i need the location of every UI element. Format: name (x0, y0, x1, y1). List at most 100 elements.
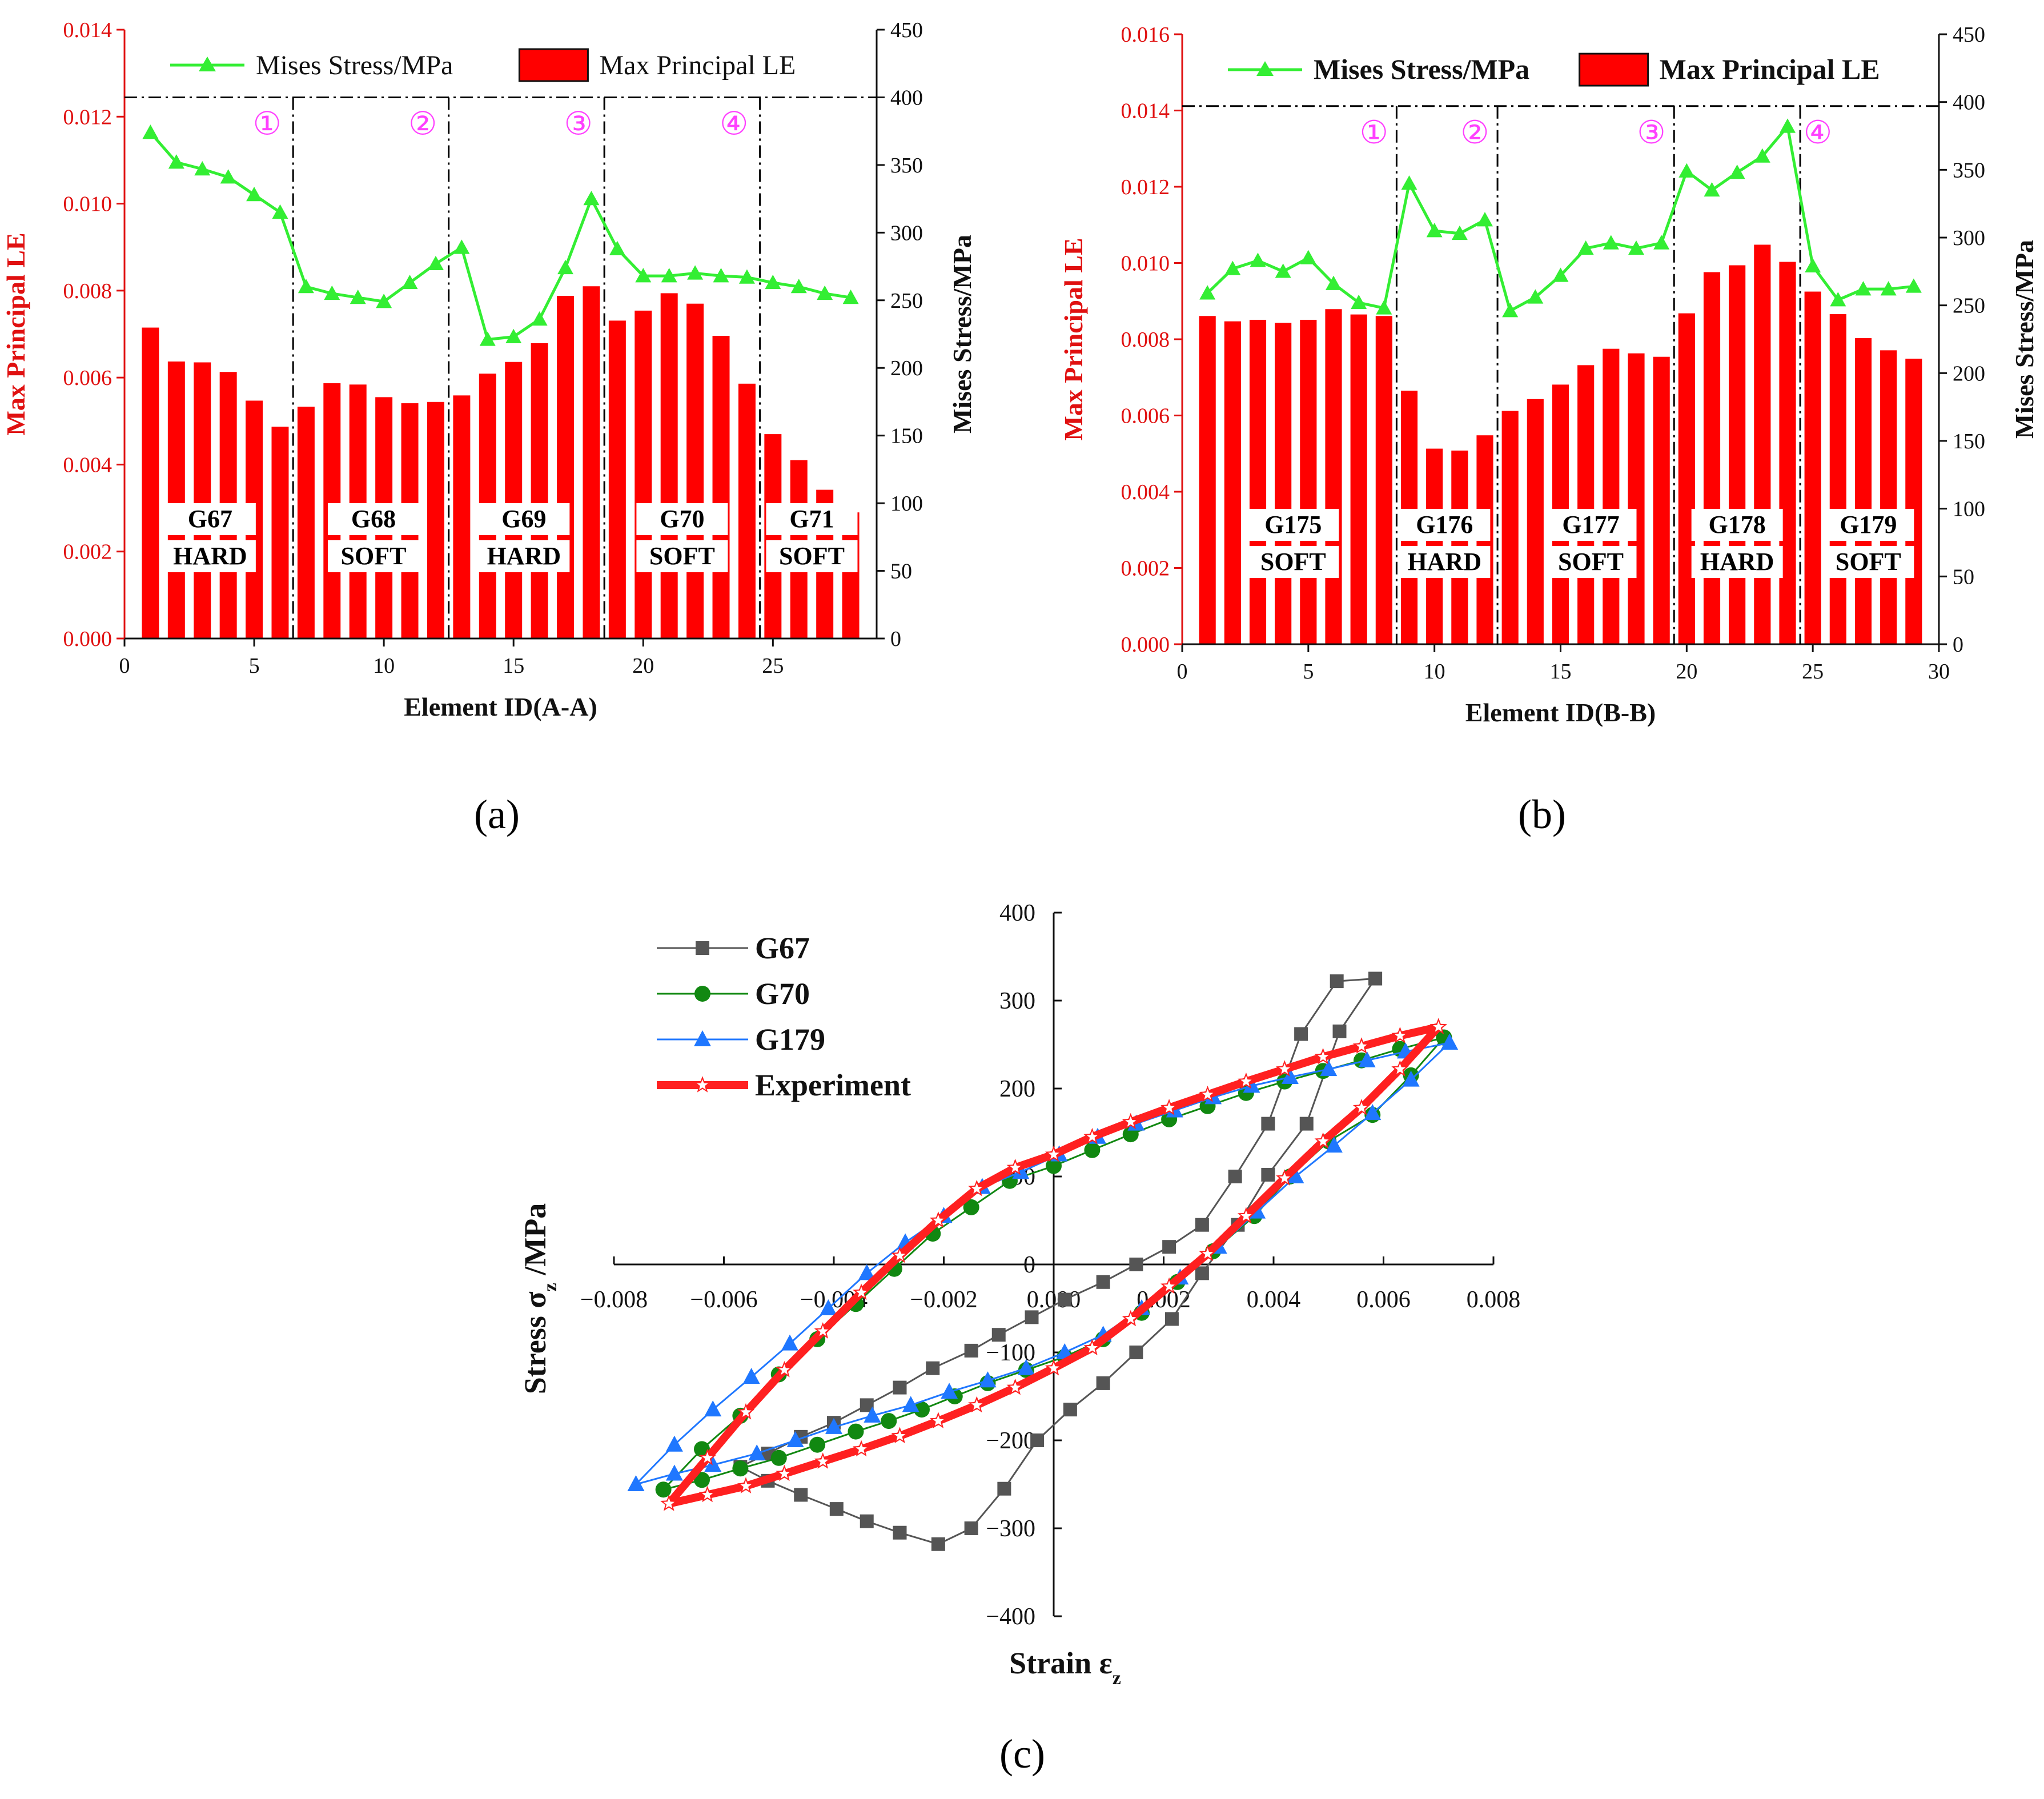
group-label-type-bg (1399, 546, 1491, 578)
line-marker (1678, 163, 1695, 178)
panel-a-chart: ① ② ③ ④ 0 5 10 15 20 25 0.000 0.002 0.004 0.006 0.008 0… (1, 18, 977, 721)
marker-star (1083, 1127, 1101, 1145)
bar (1628, 353, 1645, 644)
marker-star (929, 1211, 947, 1228)
marker-triangle (1441, 1033, 1458, 1050)
line-marker (1326, 275, 1342, 290)
marker-square (1332, 1024, 1347, 1038)
bar (1804, 291, 1821, 644)
bar (1603, 348, 1620, 644)
bar (1653, 356, 1670, 644)
y-right-tick-label: 450 (890, 18, 923, 42)
y-right-tick-label: 100 (1953, 497, 1985, 521)
bar (1779, 262, 1796, 644)
bar (427, 401, 444, 639)
marker-triangle (1358, 1051, 1376, 1067)
group-label-bg (766, 503, 858, 535)
y-right-tick-label: 400 (1953, 91, 1985, 115)
group-label-type-bg (636, 540, 728, 572)
marker-circle (1046, 1158, 1062, 1174)
marker-triangle (941, 1383, 958, 1399)
group-label-bg (1691, 509, 1783, 541)
y-right-tick-label: 100 (890, 492, 923, 516)
marker-circle (1084, 1142, 1101, 1158)
region-label: ③ (564, 106, 593, 142)
line-marker (401, 274, 418, 290)
marker-star (1199, 1085, 1216, 1102)
y-right-tick-label: 350 (890, 154, 923, 178)
marker-circle (963, 1199, 979, 1215)
x-axis-title-sub: z (1113, 1668, 1121, 1689)
line-marker (1577, 240, 1594, 255)
marker-square (991, 1328, 1006, 1342)
legend-item-le: Max Principal LE (1660, 53, 1880, 85)
line-marker (168, 154, 184, 169)
legend-bar-swatch (518, 48, 589, 82)
x-tick-label: 15 (1550, 660, 1572, 684)
marker-triangle (1320, 1060, 1338, 1077)
marker-square (1164, 1312, 1179, 1326)
marker-star (1006, 1378, 1024, 1395)
group-label-type-bg (1691, 546, 1783, 578)
marker-triangle (825, 1417, 842, 1434)
line-marker (738, 269, 755, 284)
marker-square (893, 1525, 907, 1540)
y-right-tick-label: 50 (1953, 565, 1974, 589)
marker-square (1096, 1376, 1110, 1390)
line-marker (583, 191, 600, 206)
line-marker (1905, 278, 1922, 293)
group-label-type: HARD (173, 542, 247, 570)
line-marker (427, 255, 444, 271)
y-right-tick-label: 400 (890, 86, 923, 110)
line-marker (1628, 240, 1644, 255)
line-marker (479, 331, 496, 346)
line-marker (1805, 258, 1821, 273)
group-label-name: G178 (1709, 511, 1766, 539)
marker-triangle (704, 1400, 722, 1417)
x-tick-label: 20 (1676, 660, 1697, 684)
x-axis-title: Element ID(A-A) (404, 692, 597, 721)
marker-star (1314, 1132, 1332, 1149)
y-tick-label: 200 (999, 1076, 1035, 1102)
x-tick-label: 5 (1303, 660, 1314, 684)
line-marker (1477, 212, 1493, 227)
region-label: ② (1460, 115, 1489, 151)
marker-star (891, 1427, 909, 1444)
y-axis-title-unit: /MPa (518, 1203, 552, 1283)
region-label: ④ (720, 106, 748, 142)
x-axis-title-main: Strain ε (1009, 1646, 1113, 1680)
line-marker (609, 240, 625, 255)
region-label: ③ (1637, 115, 1665, 151)
x-tick-label: 10 (1424, 660, 1445, 684)
y-right-axis-title: Mises Stress/MPa (947, 235, 977, 433)
line-marker (1653, 235, 1670, 250)
y-left-tick-label: 0.010 (1121, 252, 1170, 276)
marker-square (893, 1380, 907, 1395)
line-marker (1502, 303, 1519, 318)
bar (557, 295, 575, 639)
legend-item: Experiment (755, 1068, 911, 1102)
bar (1300, 319, 1317, 644)
line-marker (531, 311, 548, 326)
line-marker (1552, 267, 1569, 282)
y-tick-label: 0 (1023, 1252, 1035, 1278)
y-tick-label: 300 (999, 988, 1035, 1014)
marker-star (968, 1179, 986, 1196)
marker-star (814, 1452, 832, 1469)
y-left-axis-title: Max Principal LE (1059, 238, 1088, 440)
line-marker (1729, 164, 1745, 179)
line-marker (1603, 235, 1619, 250)
group-label-type-bg (1545, 546, 1637, 578)
marker-star (1276, 1169, 1294, 1186)
marker-triangle (1325, 1137, 1343, 1153)
line-marker (1250, 252, 1266, 267)
marker-star (1045, 1145, 1063, 1162)
series-line (635, 1042, 1451, 1485)
marker-square (1228, 1170, 1242, 1183)
marker-triangle (1281, 1067, 1299, 1084)
bar (1854, 338, 1872, 644)
line-marker (1780, 118, 1796, 133)
y-left-tick-label: 0.006 (1121, 404, 1170, 428)
y-left-tick-label: 0.008 (63, 279, 113, 303)
